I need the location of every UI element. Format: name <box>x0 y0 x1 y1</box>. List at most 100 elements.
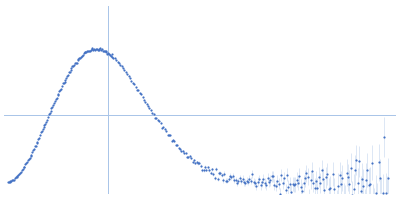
Point <box>153 117 160 120</box>
Point <box>159 126 165 129</box>
Point <box>7 180 14 183</box>
Point <box>11 178 17 181</box>
Point <box>121 68 128 72</box>
Point <box>303 172 310 175</box>
Point <box>66 70 73 73</box>
Point <box>69 65 76 68</box>
Point <box>336 173 343 176</box>
Point <box>299 189 306 192</box>
Point <box>298 185 304 188</box>
Point <box>226 177 232 180</box>
Point <box>77 56 84 60</box>
Point <box>54 97 60 100</box>
Point <box>188 156 194 159</box>
Point <box>61 80 68 83</box>
Point <box>216 171 222 175</box>
Point <box>43 121 50 124</box>
Point <box>118 65 125 68</box>
Point <box>360 184 366 187</box>
Point <box>5 181 11 184</box>
Point <box>70 65 76 68</box>
Point <box>46 111 53 115</box>
Point <box>256 177 262 180</box>
Point <box>100 49 106 52</box>
Point <box>31 147 37 150</box>
Point <box>173 143 179 146</box>
Point <box>116 61 122 64</box>
Point <box>150 113 157 116</box>
Point <box>20 167 26 170</box>
Point <box>22 163 28 166</box>
Point <box>288 191 294 194</box>
Point <box>350 187 357 190</box>
Point <box>368 161 375 164</box>
Point <box>266 180 272 184</box>
Point <box>232 178 239 181</box>
Point <box>234 181 240 185</box>
Point <box>178 149 185 153</box>
Point <box>51 101 57 105</box>
Point <box>127 76 133 79</box>
Point <box>317 182 324 185</box>
Point <box>80 52 87 55</box>
Point <box>68 69 74 72</box>
Point <box>267 179 274 182</box>
Point <box>284 173 290 176</box>
Point <box>306 196 312 199</box>
Point <box>62 79 68 82</box>
Point <box>85 50 91 53</box>
Point <box>380 192 386 195</box>
Point <box>171 139 178 143</box>
Point <box>277 192 283 196</box>
Point <box>52 100 58 103</box>
Point <box>81 51 88 54</box>
Point <box>335 184 342 187</box>
Point <box>105 51 111 55</box>
Point <box>373 192 379 195</box>
Point <box>104 52 110 55</box>
Point <box>314 186 321 189</box>
Point <box>223 179 229 182</box>
Point <box>254 180 261 183</box>
Point <box>148 109 154 112</box>
Point <box>205 166 211 169</box>
Point <box>316 176 322 179</box>
Point <box>152 116 158 119</box>
Point <box>252 181 258 184</box>
Point <box>32 145 38 148</box>
Point <box>342 197 348 200</box>
Point <box>244 179 250 182</box>
Point <box>176 147 182 150</box>
Point <box>180 149 186 153</box>
Point <box>45 115 51 119</box>
Point <box>63 77 70 80</box>
Point <box>26 156 33 159</box>
Point <box>83 50 90 53</box>
Point <box>230 174 236 178</box>
Point <box>73 61 79 64</box>
Point <box>27 154 34 157</box>
Point <box>324 172 330 176</box>
Point <box>375 161 382 164</box>
Point <box>142 101 148 104</box>
Point <box>160 126 166 129</box>
Point <box>88 46 95 50</box>
Point <box>100 49 107 53</box>
Point <box>200 169 207 172</box>
Point <box>91 48 97 51</box>
Point <box>13 175 20 178</box>
Point <box>341 194 347 198</box>
Point <box>231 179 237 182</box>
Point <box>318 169 325 172</box>
Point <box>331 188 337 191</box>
Point <box>259 181 265 184</box>
Point <box>59 85 65 88</box>
Point <box>345 176 351 179</box>
Point <box>120 66 126 69</box>
Point <box>25 158 31 161</box>
Point <box>107 53 113 56</box>
Point <box>194 161 200 164</box>
Point <box>28 153 34 156</box>
Point <box>166 134 172 137</box>
Point <box>6 181 12 184</box>
